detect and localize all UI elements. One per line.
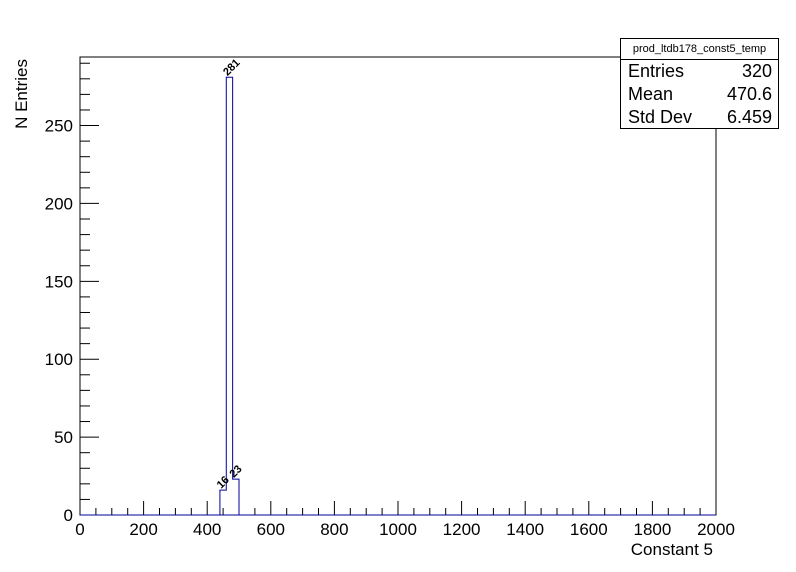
histogram-outline bbox=[219, 76, 240, 515]
x-tick-label: 1400 bbox=[506, 520, 544, 539]
stats-label: Std Dev bbox=[628, 107, 693, 127]
x-tick-label: 1800 bbox=[633, 520, 671, 539]
y-tick-label: 50 bbox=[54, 428, 73, 447]
y-tick-label: 200 bbox=[45, 194, 73, 213]
histogram-bin bbox=[233, 479, 239, 515]
bin-value-label: 16 bbox=[215, 474, 232, 491]
bin-value-label: 23 bbox=[227, 463, 244, 480]
stats-label: Entries bbox=[628, 61, 685, 81]
stats-value: 320 bbox=[741, 61, 772, 81]
x-tick-label: 1200 bbox=[443, 520, 481, 539]
stats-row-stddev: Std Dev 6.459 bbox=[621, 106, 778, 129]
x-axis-title: Constant 5 bbox=[631, 540, 713, 559]
x-tick-label: 0 bbox=[75, 520, 84, 539]
stats-value: 470.6 bbox=[726, 84, 772, 104]
y-tick-label: 150 bbox=[45, 272, 73, 291]
x-tick-label: 2000 bbox=[697, 520, 735, 539]
x-tick-label: 600 bbox=[257, 520, 285, 539]
stats-title: prod_ltdb178_const5_temp bbox=[621, 39, 778, 60]
stats-value: 6.459 bbox=[726, 107, 772, 127]
x-tick-label: 400 bbox=[193, 520, 221, 539]
stats-label: Mean bbox=[628, 84, 674, 104]
stats-row-mean: Mean 470.6 bbox=[621, 83, 778, 106]
stats-row-entries: Entries 320 bbox=[621, 60, 778, 83]
y-tick-label: 100 bbox=[45, 350, 73, 369]
stats-box: prod_ltdb178_const5_temp Entries 320 Mea… bbox=[620, 38, 779, 129]
histogram-bin bbox=[226, 77, 232, 515]
bin-value-label: 281 bbox=[221, 57, 242, 78]
y-axis-title: N Entries bbox=[12, 59, 31, 129]
x-tick-label: 200 bbox=[129, 520, 157, 539]
y-tick-label: 0 bbox=[64, 506, 73, 525]
y-axis-ticks: 0 50 100 150 200 250 bbox=[45, 62, 99, 525]
x-axis-ticks: 0 200 400 600 800 1000 1200 1400 1600 1800 2000 bbox=[75, 501, 735, 539]
x-tick-label: 800 bbox=[320, 520, 348, 539]
y-tick-label: 250 bbox=[45, 117, 73, 136]
x-tick-label: 1600 bbox=[570, 520, 608, 539]
x-tick-label: 1000 bbox=[379, 520, 417, 539]
